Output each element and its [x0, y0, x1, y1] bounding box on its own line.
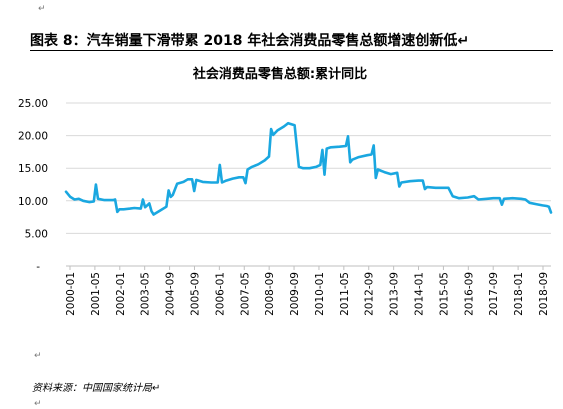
paragraph-mark-top: ↵ — [38, 4, 46, 14]
x-tick-label: 2010-01 — [314, 272, 326, 316]
paragraph-mark-bottom: ↵ — [34, 399, 42, 409]
x-tick-label: 2016-09 — [463, 272, 475, 316]
y-tick-label: 5.00 — [25, 228, 48, 240]
x-tick-label: 2012-09 — [364, 272, 376, 316]
y-tick-label: 25.00 — [18, 98, 48, 110]
x-tick-label: 2006-01 — [214, 272, 226, 316]
series-layer — [64, 121, 553, 216]
source-note: 资料来源：中国国家统计局↵ — [32, 383, 161, 394]
x-tick-label: 2017-09 — [488, 272, 500, 316]
grid-lines — [66, 102, 551, 234]
y-tick-label: 20.00 — [18, 131, 48, 143]
figure-caption: 图表 8：汽车销量下滑带累 2018 年社会消费品零售总额增速创新低↵ — [30, 33, 470, 49]
x-tick-label: 2018-01 — [513, 272, 525, 316]
x-tick-label: 2007-05 — [239, 272, 251, 316]
x-tick-label: 2004-09 — [165, 272, 177, 316]
x-tick-label: 2011-05 — [339, 272, 351, 316]
x-axis-labels: 2000-01 2001-05 2002-01 2003-05 2004-09 2005-… — [65, 266, 550, 316]
chart-title: 社会消费品零售总额:累计同比 — [192, 66, 367, 82]
caption-rule — [30, 50, 553, 51]
x-tick-label: 2005-09 — [189, 272, 201, 316]
x-tick-label: 2014-01 — [414, 272, 426, 316]
x-tick-label: 2008-09 — [264, 272, 276, 316]
x-tick-label: 2013-09 — [389, 272, 401, 316]
x-tick-label: 2018-09 — [538, 272, 550, 316]
x-tick-label: 2000-01 — [65, 272, 77, 316]
x-tick-label: 2003-05 — [140, 272, 152, 316]
x-tick-label: 2001-05 — [90, 272, 102, 316]
y-axis-labels: 25.00 20.00 15.00 10.00 5.00 - — [18, 98, 48, 273]
series-line — [64, 121, 553, 216]
x-tick-label: 2015-05 — [438, 272, 450, 316]
y-tick-label: - — [36, 261, 40, 273]
x-tick-label: 2009-09 — [289, 272, 301, 316]
x-tick-label: 2002-01 — [115, 272, 127, 316]
y-tick-label: 15.00 — [18, 163, 48, 175]
paragraph-mark-mid: ↵ — [34, 351, 42, 361]
y-tick-label: 10.00 — [18, 196, 48, 208]
